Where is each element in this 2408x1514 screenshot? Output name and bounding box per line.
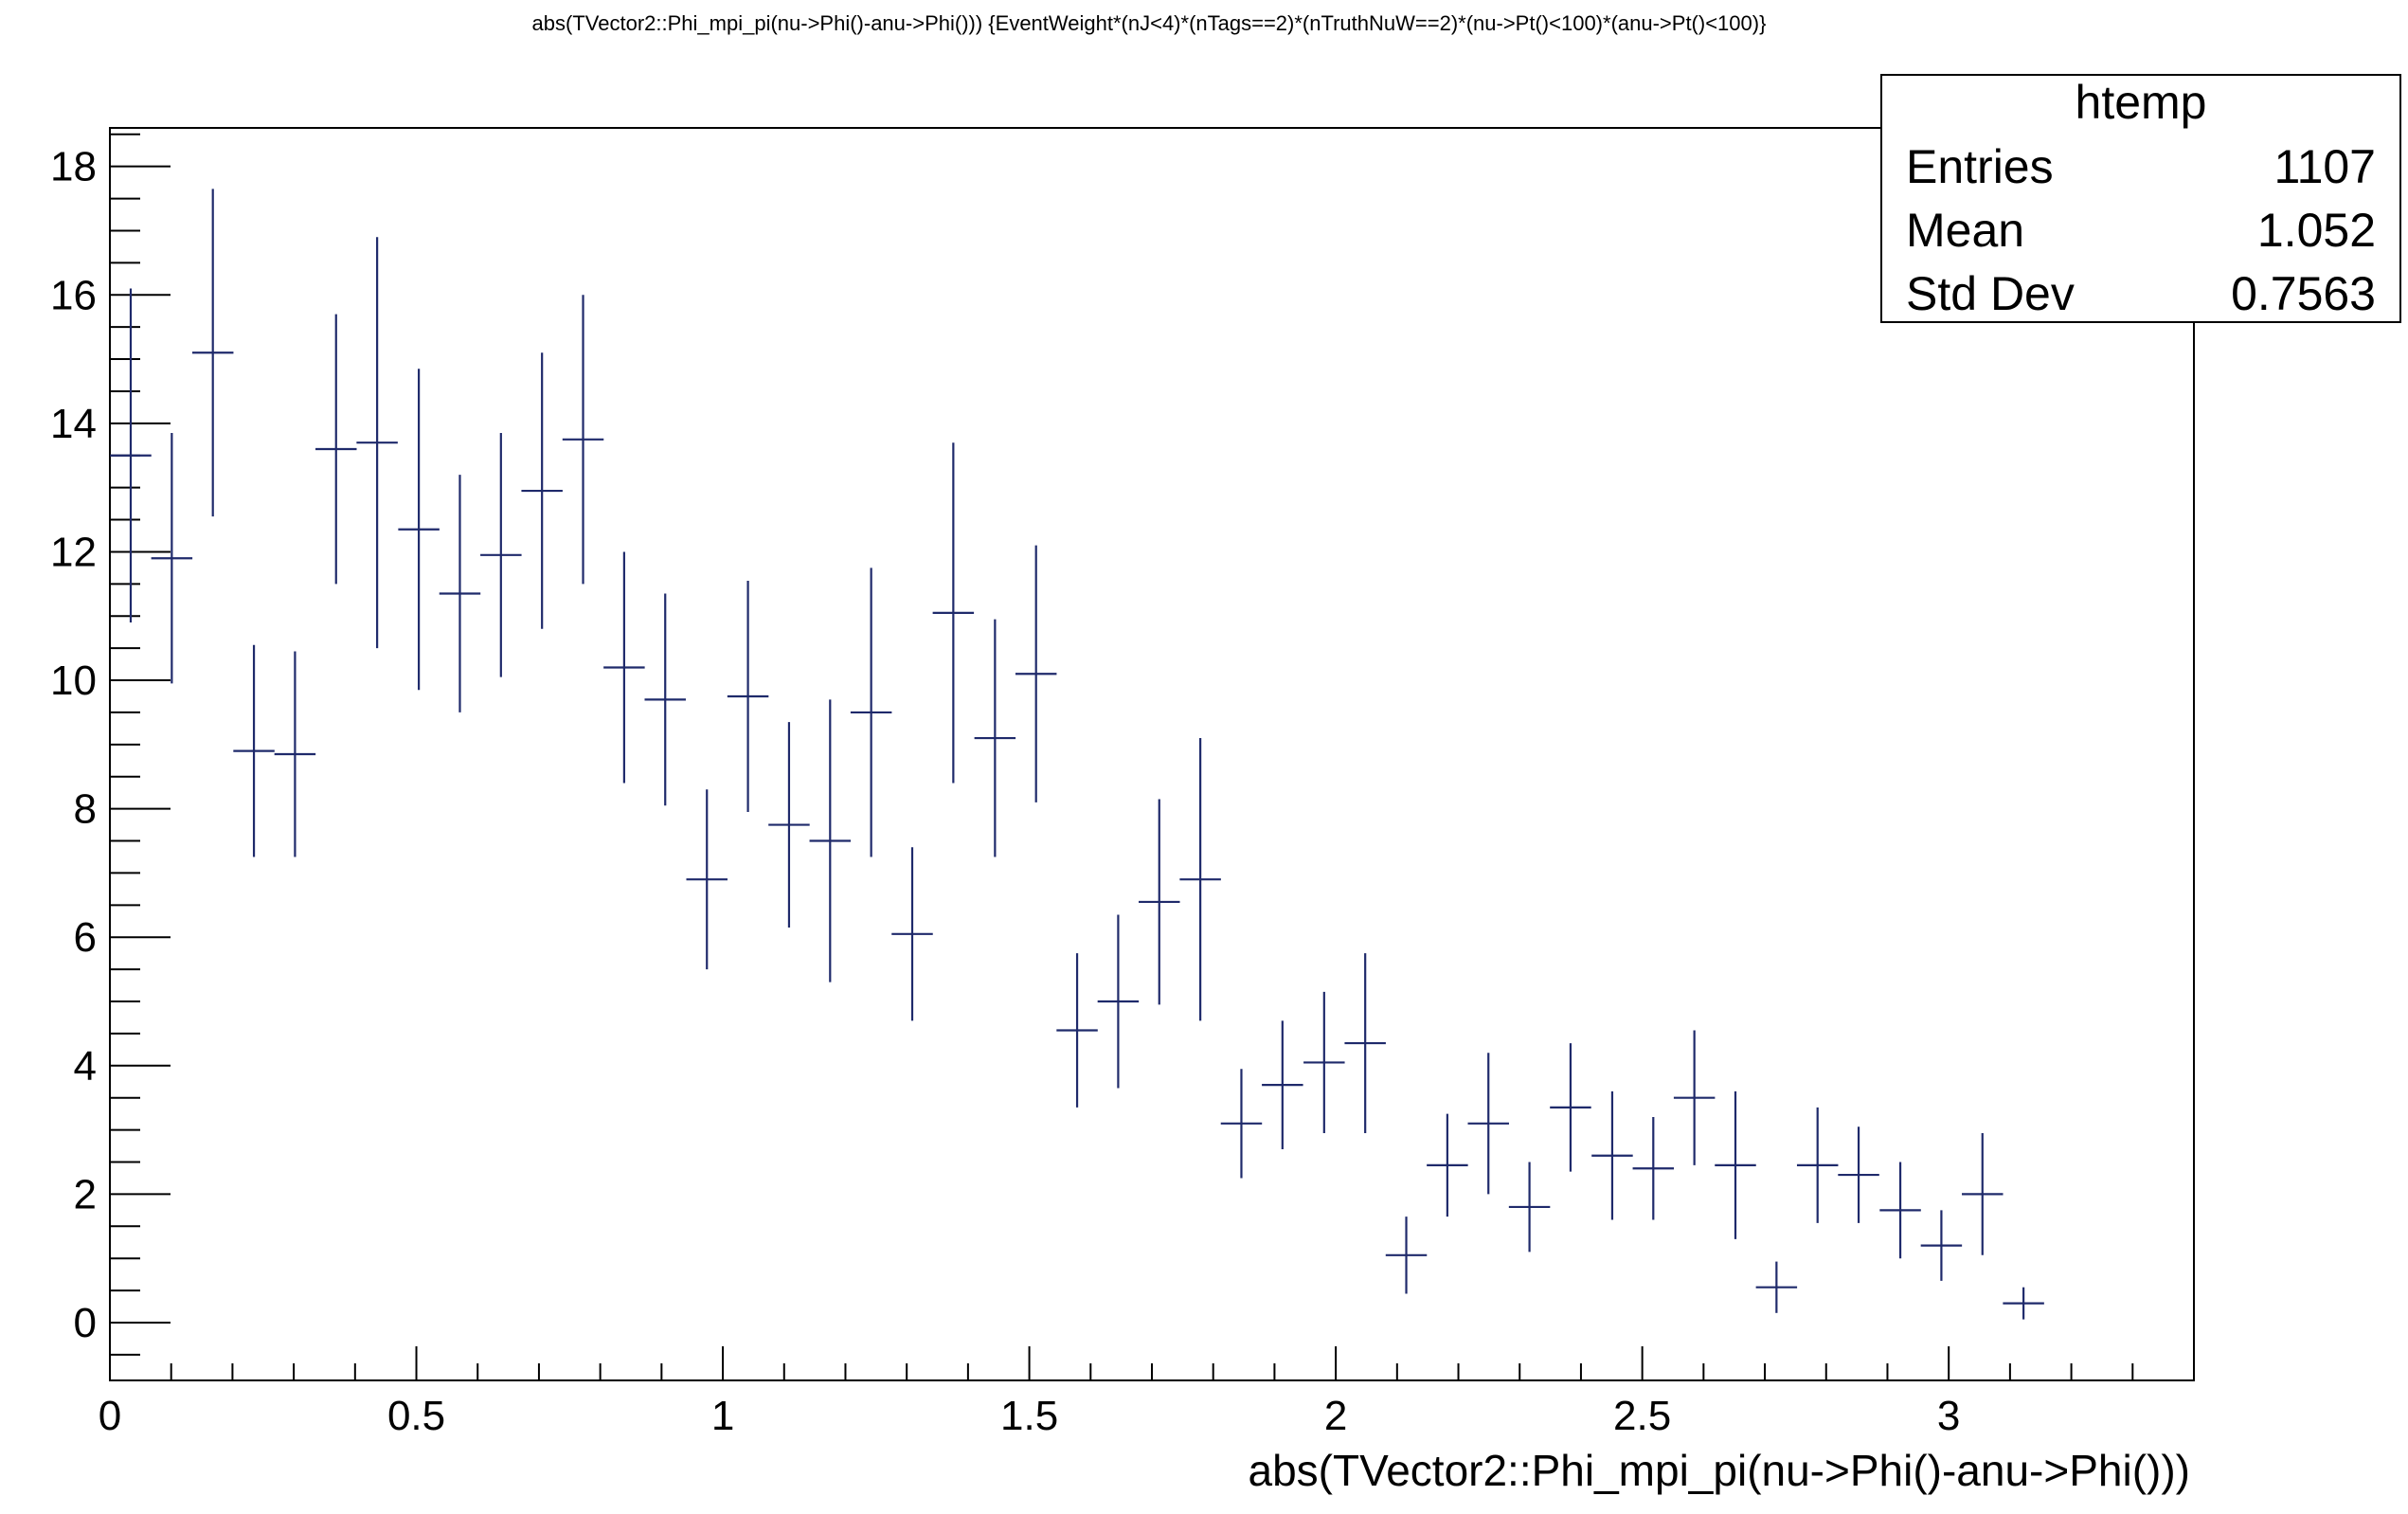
data-point xyxy=(2003,1287,2044,1320)
data-point xyxy=(233,644,275,857)
y-tick-label: 0 xyxy=(74,1300,97,1346)
y-tick-label: 4 xyxy=(74,1043,97,1090)
y-tick-label: 8 xyxy=(74,786,97,833)
data-point xyxy=(1467,1053,1509,1195)
data-point xyxy=(480,433,522,677)
data-point xyxy=(891,847,933,1021)
y-tick-label: 18 xyxy=(50,144,97,190)
data-point xyxy=(562,295,604,585)
stats-entries-label: Entries xyxy=(1906,140,2054,193)
data-point xyxy=(1179,738,1221,1021)
stats-mean-label: Mean xyxy=(1906,204,2024,257)
data-point xyxy=(1962,1132,2004,1255)
x-tick-label: 2.5 xyxy=(1613,1393,1671,1439)
data-point xyxy=(603,551,645,784)
y-tick-label: 10 xyxy=(50,658,97,704)
y-tick-label: 16 xyxy=(50,272,97,318)
x-axis: 0 0.5 1 1.5 2 2.5 3 xyxy=(99,1346,2195,1439)
x-tick-label: 0 xyxy=(99,1393,121,1439)
data-point xyxy=(1097,914,1140,1089)
data-point xyxy=(1344,953,1386,1133)
data-point xyxy=(1427,1113,1468,1217)
data-point xyxy=(110,288,152,623)
data-point xyxy=(1508,1162,1551,1253)
stats-box: htemp Entries 1107 Mean 1.052 Std Dev 0.… xyxy=(1880,74,2401,323)
x-tick-label: 1 xyxy=(711,1393,734,1439)
data-point xyxy=(356,237,398,649)
data-point xyxy=(1632,1117,1675,1220)
stats-stddev-label: Std Dev xyxy=(1906,267,2075,320)
data-point xyxy=(1838,1126,1879,1223)
x-tick-label: 3 xyxy=(1937,1393,1960,1439)
data-point xyxy=(809,699,852,982)
x-tick-label: 0.5 xyxy=(387,1393,445,1439)
data-point xyxy=(315,314,357,585)
data-point xyxy=(686,789,728,970)
y-tick-label: 14 xyxy=(50,401,97,447)
x-axis-title: abs(TVector2::Phi_mpi_pi(nu->Phi()-anu->… xyxy=(1248,1446,2190,1495)
chart-title: abs(TVector2::Phi_mpi_pi(nu->Phi()-anu->… xyxy=(532,11,1767,35)
data-point xyxy=(1015,545,1057,802)
data-point xyxy=(1303,991,1345,1133)
data-point xyxy=(1879,1162,1921,1259)
y-tick-label: 12 xyxy=(50,529,97,575)
y-tick-label: 6 xyxy=(74,914,97,961)
data-point xyxy=(398,369,440,691)
x-tick-label: 2 xyxy=(1324,1393,1347,1439)
data-point xyxy=(1220,1069,1263,1179)
data-point xyxy=(191,189,234,517)
data-point xyxy=(768,722,810,928)
data-point xyxy=(521,352,563,629)
data-point xyxy=(1796,1107,1839,1223)
data-point xyxy=(1550,1043,1591,1172)
data-point xyxy=(1262,1020,1303,1149)
data-point xyxy=(1056,953,1098,1108)
data-point xyxy=(1715,1090,1756,1239)
y-tick-label: 2 xyxy=(74,1171,97,1217)
data-point xyxy=(1385,1217,1428,1294)
data-point xyxy=(727,580,769,813)
data-point xyxy=(1920,1210,1963,1281)
data-point xyxy=(932,442,975,784)
stats-entries-value: 1107 xyxy=(2273,140,2376,193)
stats-box-name: htemp xyxy=(2076,76,2207,129)
data-point xyxy=(439,475,481,712)
data-point xyxy=(644,593,686,806)
data-point xyxy=(1755,1261,1798,1313)
stats-box-frame xyxy=(1880,74,2401,323)
data-point xyxy=(1673,1030,1716,1165)
data-points-layer xyxy=(110,189,2044,1320)
data-point xyxy=(151,433,193,684)
data-point xyxy=(274,651,316,857)
x-tick-label: 1.5 xyxy=(1000,1393,1058,1439)
stats-stddev-value: 0.7563 xyxy=(2231,267,2376,320)
y-axis: 0 2 4 6 8 10 12 14 16 18 xyxy=(50,133,171,1356)
data-point xyxy=(974,619,1016,857)
data-point xyxy=(1591,1090,1633,1220)
stats-mean-value: 1.052 xyxy=(2257,204,2376,257)
data-point xyxy=(850,568,892,857)
data-point xyxy=(1139,799,1180,1005)
